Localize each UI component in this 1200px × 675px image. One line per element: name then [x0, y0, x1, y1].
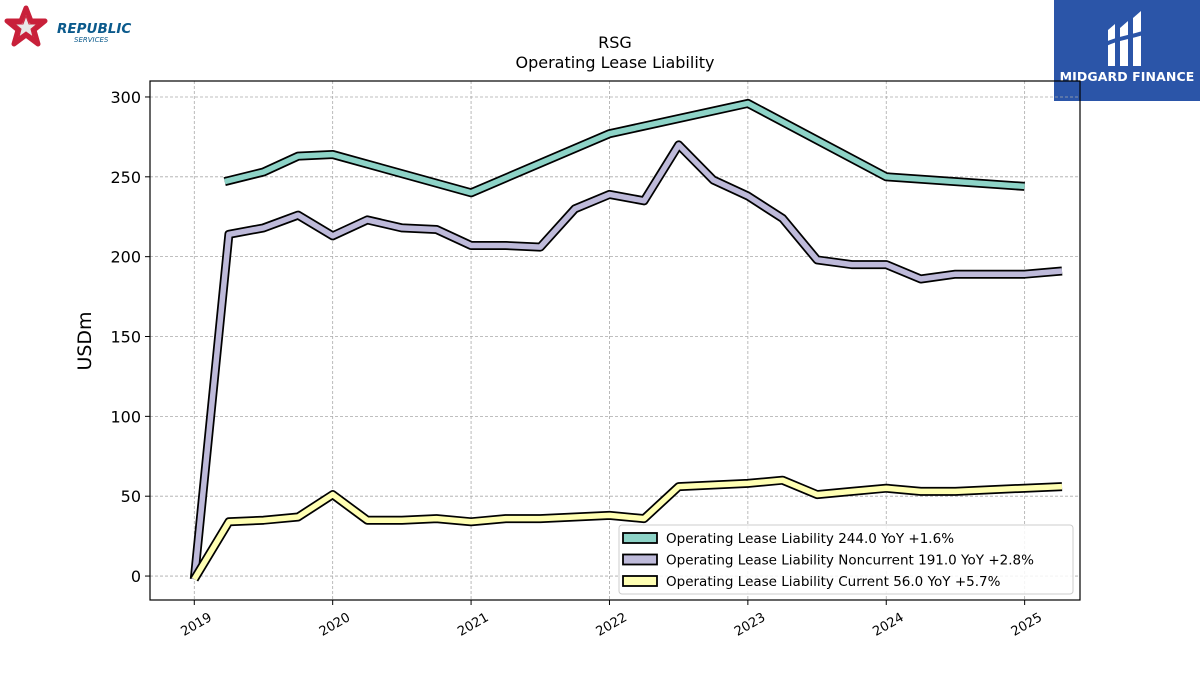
x-tick-label: 2025 [1009, 610, 1045, 640]
right-logo-brand: MIDGARD FINANCE [1059, 69, 1195, 84]
y-axis-label: USDm [74, 311, 96, 370]
left-logo-brand: REPUBLIC [57, 21, 131, 37]
x-tick-label: 2020 [317, 610, 353, 640]
y-tick-label: 150 [110, 328, 141, 347]
x-tick-label: 2021 [455, 610, 491, 640]
legend-label-0: Operating Lease Liability 244.0 YoY +1.6… [666, 531, 954, 547]
series-line-0 [224, 100, 1025, 196]
x-tick-label: 2024 [870, 610, 906, 640]
plot-frame [149, 80, 1081, 601]
republic-services-logo: REPUBLIC SERVICES [4, 4, 144, 56]
legend: Operating Lease Liability 244.0 YoY +1.6… [618, 524, 1074, 595]
series-line-1 [191, 142, 1063, 580]
legend-label-1: Operating Lease Liability Noncurrent 191… [666, 553, 1034, 569]
legend-swatch-2 [622, 575, 658, 587]
series-lines [189, 98, 1063, 582]
series-line-2 [191, 477, 1063, 581]
x-tick-label: 2022 [594, 610, 630, 640]
chart-subtitle: Operating Lease Liability [515, 53, 714, 72]
y-tick-label: 100 [110, 407, 141, 426]
y-tick-label: 250 [110, 168, 141, 187]
x-tick-label: 2023 [732, 610, 768, 640]
legend-label-2: Operating Lease Liability Current 56.0 Y… [666, 574, 1001, 590]
y-tick-label: 200 [110, 248, 141, 267]
left-logo-sub: SERVICES [74, 36, 109, 44]
legend-swatch-0 [622, 532, 658, 544]
midgard-finance-logo: MIDGARD FINANCE [1054, 0, 1200, 101]
x-tick-label: 2019 [178, 610, 214, 640]
y-tick-label: 50 [121, 487, 141, 506]
legend-box [618, 524, 1074, 595]
y-tick-label: 0 [131, 567, 141, 586]
chart-title: RSG [598, 33, 632, 52]
midgard-mark-icon [1105, 11, 1147, 66]
eagle-star-icon: REPUBLIC SERVICES [4, 5, 131, 47]
legend-swatch-1 [622, 553, 658, 566]
y-tick-label: 300 [110, 88, 141, 107]
